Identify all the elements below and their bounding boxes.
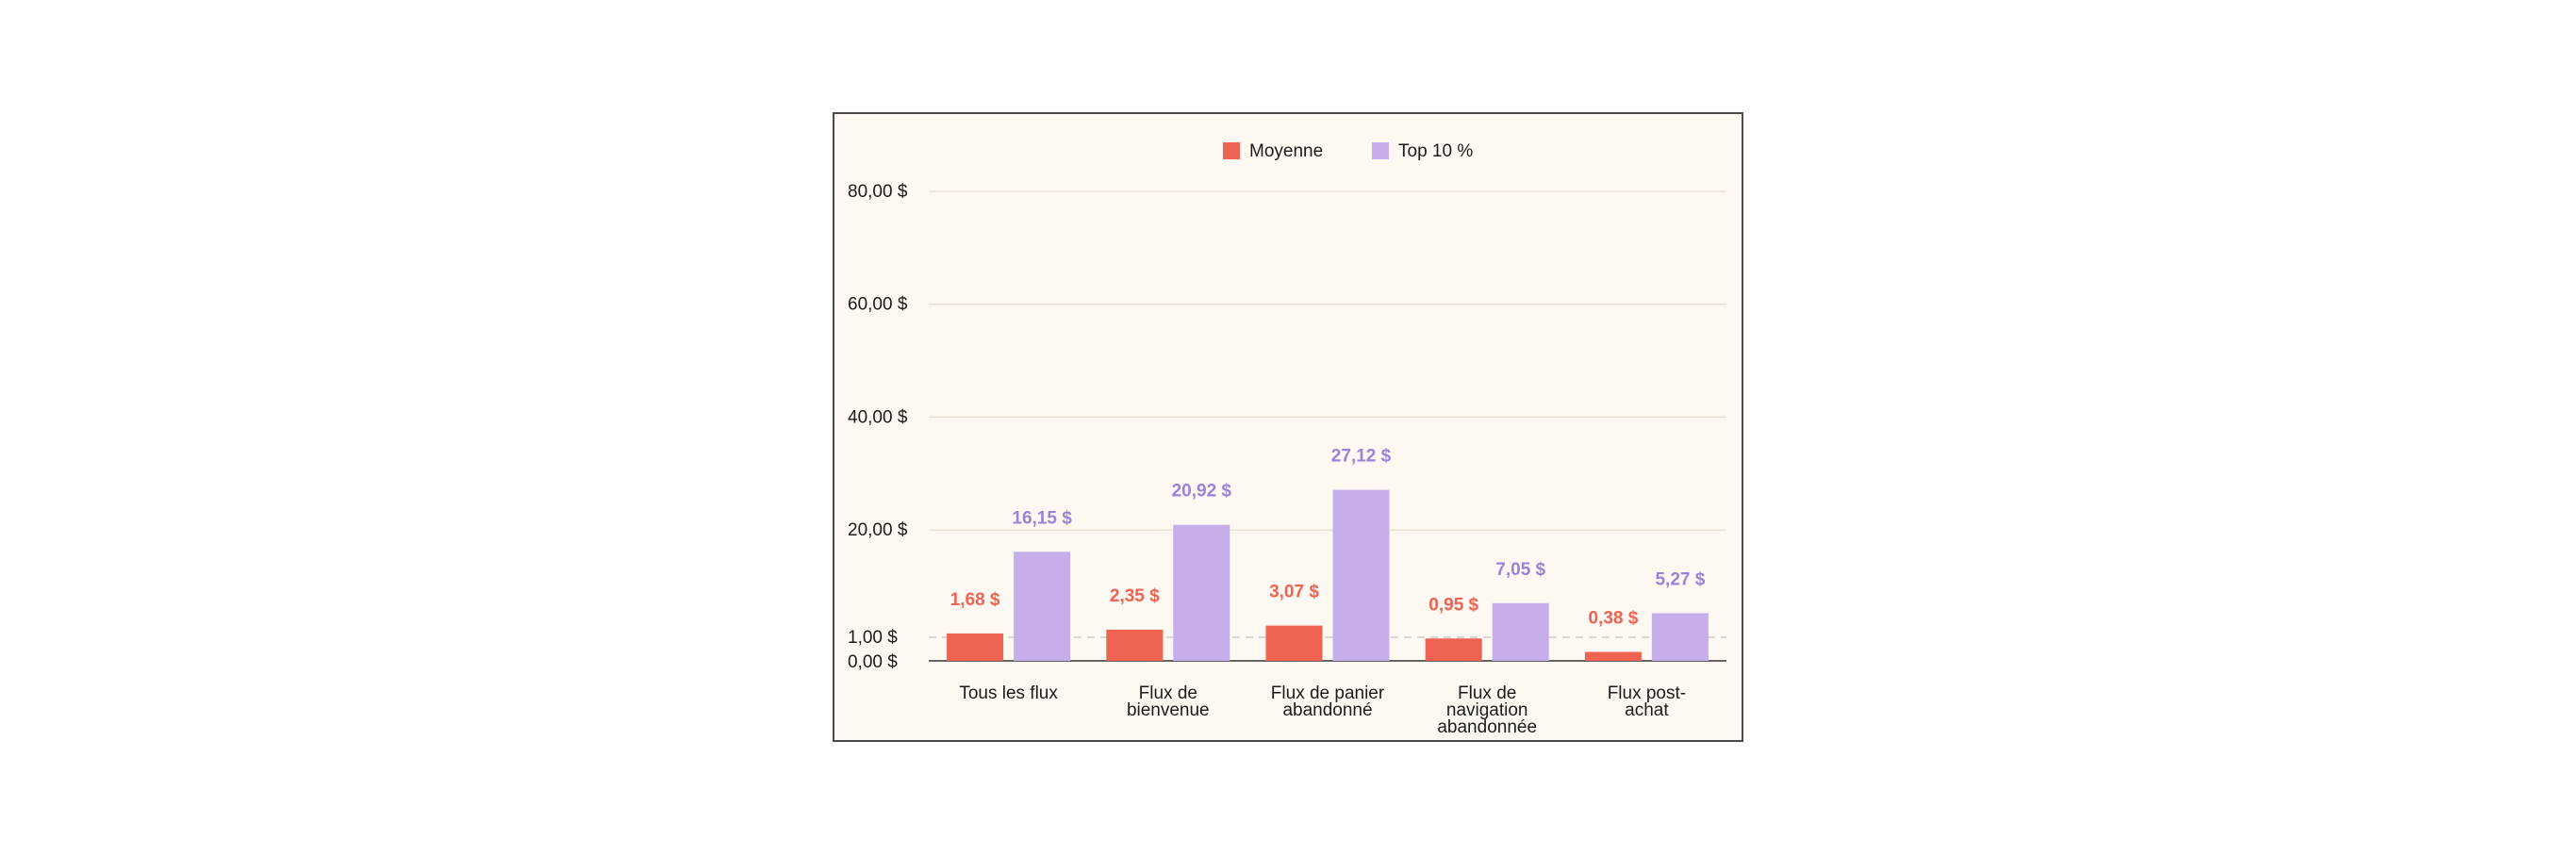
bar-top10 <box>1173 524 1230 661</box>
y-axis: 0,00 $ 1,00 $ 20,00 $ 40,00 $ 60,00 $ 80,00 $ <box>848 182 908 672</box>
data-label: 27,12 $ <box>1331 447 1392 467</box>
x-tick-label: abandonné <box>1282 700 1372 720</box>
data-label: 7,05 $ <box>1495 560 1545 580</box>
data-label: 20,92 $ <box>1172 482 1232 502</box>
legend-swatch-2 <box>1372 142 1389 159</box>
data-label: 16,15 $ <box>1012 508 1072 528</box>
x-tick-label: Flux de <box>1139 683 1197 703</box>
bar-top10 <box>1492 602 1549 661</box>
y-tick-label: 1,00 $ <box>848 628 898 648</box>
bar-chart: Moyenne Top 10 % 0,00 $ 1,00 $ 20,00 $ 40,00… <box>848 141 1726 737</box>
chart-card: Moyenne Top 10 % 0,00 $ 1,00 $ 20,00 $ 40,00… <box>833 112 1743 742</box>
legend: Moyenne Top 10 % <box>1223 141 1473 161</box>
bar-moyenne <box>1425 638 1482 661</box>
legend-label-1: Moyenne <box>1249 141 1323 161</box>
x-tick-label: achat <box>1625 700 1669 720</box>
data-label: 0,95 $ <box>1428 595 1478 615</box>
bar-top10 <box>1651 613 1709 661</box>
x-tick-label: Flux post- <box>1608 683 1686 703</box>
y-tick-label: 80,00 $ <box>848 182 908 202</box>
legend-swatch-1 <box>1223 142 1240 159</box>
bar-moyenne <box>1106 629 1164 661</box>
data-label: 2,35 $ <box>1110 586 1160 606</box>
bar-top10 <box>1014 551 1071 661</box>
y-tick-label: 20,00 $ <box>848 520 908 540</box>
bar-top10 <box>1332 489 1390 661</box>
x-tick-label: bienvenue <box>1127 700 1210 720</box>
bar-moyenne <box>947 633 1004 661</box>
data-label: 1,68 $ <box>950 590 1000 610</box>
x-tick-label: Tous les flux <box>959 683 1058 703</box>
x-tick-label: abandonnée <box>1437 717 1537 737</box>
data-label: 5,27 $ <box>1655 569 1705 589</box>
data-label: 0,38 $ <box>1588 609 1638 629</box>
bars: 1,68 $ 16,15 $ 2,35 $ 20,92 $ 3,07 $ 27,12 $ 0… <box>947 447 1709 661</box>
x-tick-label: Flux de panier <box>1271 683 1385 703</box>
bar-moyenne <box>1584 651 1642 661</box>
y-tick-label: 40,00 $ <box>848 407 908 427</box>
legend-label-2: Top 10 % <box>1398 141 1473 161</box>
x-tick-label: Flux de <box>1458 683 1516 703</box>
bar-moyenne <box>1265 625 1323 661</box>
y-tick-label: 60,00 $ <box>848 295 908 315</box>
x-tick-label: navigation <box>1446 700 1528 720</box>
data-label: 3,07 $ <box>1269 583 1319 602</box>
y-tick-label: 0,00 $ <box>848 652 898 672</box>
